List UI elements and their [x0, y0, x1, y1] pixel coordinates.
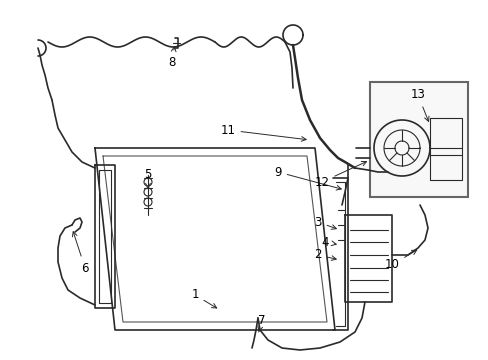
Text: 4: 4	[321, 235, 336, 248]
Text: 8: 8	[168, 47, 176, 68]
Text: 12: 12	[314, 161, 366, 189]
Text: 5: 5	[144, 168, 151, 188]
Bar	[369, 82, 467, 197]
Text: 6: 6	[72, 232, 88, 274]
Text: 9: 9	[274, 166, 341, 190]
Text: 3: 3	[314, 216, 336, 229]
Text: 11: 11	[220, 123, 305, 141]
Text: 13: 13	[410, 89, 428, 121]
Text: 10: 10	[384, 250, 416, 271]
Text: 2: 2	[314, 248, 336, 261]
Text: 1: 1	[191, 288, 216, 308]
Text: 7: 7	[257, 314, 265, 332]
